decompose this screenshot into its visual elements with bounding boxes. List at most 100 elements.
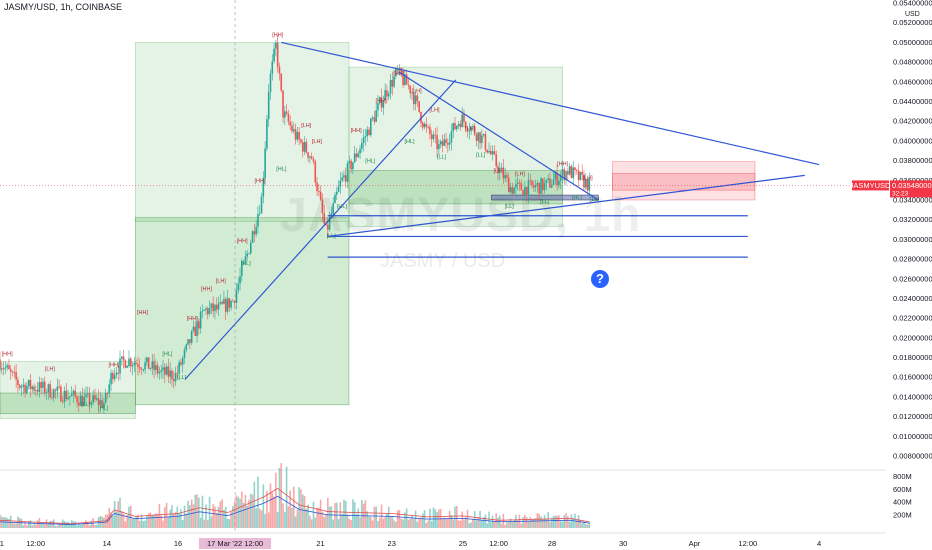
volume-bar	[576, 519, 578, 528]
candle-body	[106, 393, 109, 394]
volume-bar	[377, 520, 379, 528]
candle-body	[219, 302, 222, 304]
price-axis[interactable]: 0.05400000 0.05200000 0.05000000 0.04800000…	[0, 0, 932, 520]
price-tick: 0.02000000	[893, 333, 932, 342]
overlay-layer: 17 Mar '22 12:00	[199, 0, 272, 549]
volume-bar	[525, 517, 528, 528]
candle-body	[267, 92, 270, 120]
volume-bar	[545, 519, 548, 528]
volume-bar	[443, 517, 446, 528]
candle-body	[69, 396, 71, 398]
swing-label: [HL]	[276, 166, 287, 172]
trend-line[interactable]	[184, 79, 457, 380]
volume-bar	[314, 517, 317, 528]
swing-label: [LH]	[301, 123, 312, 129]
candle-body	[189, 339, 191, 344]
candle-body	[427, 126, 429, 128]
trendline-layer[interactable]	[184, 41, 820, 380]
candle-body	[314, 161, 317, 183]
time-tick: 12:00	[489, 539, 508, 548]
price-tick: 0.02200000	[893, 314, 932, 323]
candle-body	[348, 160, 351, 164]
candle-body	[104, 393, 107, 403]
candle-body	[464, 121, 467, 129]
volume-bar	[493, 521, 496, 528]
candle-body	[276, 42, 279, 67]
candle-body	[137, 363, 139, 367]
volume-bar	[344, 501, 347, 528]
volume-bar	[248, 499, 250, 528]
candle-body	[217, 303, 220, 310]
volume-bar	[153, 514, 155, 528]
volume-bar	[495, 513, 497, 528]
volume-bar	[373, 506, 376, 528]
candle-body	[389, 79, 392, 94]
candle-body	[531, 180, 533, 186]
candle-body	[164, 367, 166, 375]
volume-bar	[142, 521, 145, 528]
candle-body	[412, 92, 415, 105]
candle-body	[579, 171, 582, 180]
volume-bar	[156, 513, 159, 528]
trend-line[interactable]	[281, 41, 820, 166]
volume-bar	[481, 519, 483, 528]
currency-label: USD	[905, 11, 920, 18]
volume-bar	[95, 524, 98, 528]
candle-body	[285, 111, 288, 114]
volume-bar	[529, 517, 532, 528]
candle-body	[511, 187, 514, 194]
volume-bar	[67, 521, 69, 528]
candle-body	[493, 151, 496, 155]
candle-body	[129, 358, 132, 367]
candle-body	[149, 368, 152, 370]
volume-bar	[138, 521, 141, 528]
volume-bar	[318, 507, 320, 528]
volume-bar	[547, 512, 549, 528]
candle-body	[472, 126, 474, 128]
trend-line[interactable]	[327, 174, 805, 238]
volume-bar	[559, 520, 562, 528]
candle-body	[249, 242, 252, 254]
swing-label: [LL]	[81, 402, 91, 408]
candle-body	[337, 186, 340, 192]
volume-bar	[581, 523, 583, 528]
volume-bar	[267, 512, 270, 528]
volume-bar	[76, 525, 78, 528]
volume-bar	[36, 520, 39, 528]
swing-label: [LL]	[590, 197, 600, 203]
volume-bar	[567, 516, 569, 528]
volume-bar	[224, 506, 227, 528]
volume-bar	[429, 508, 431, 528]
candle-body	[518, 182, 521, 184]
swing-label-layer: [HH] [LH] [LL] [HL] [HH] [HH] [HL] [LL] [HH] [HH]…	[2, 33, 600, 412]
trend-line[interactable]	[398, 71, 599, 201]
volume-bar	[450, 514, 453, 528]
volume-bar	[113, 500, 116, 528]
question-circle-icon[interactable]: ?	[591, 270, 609, 288]
volume-bar	[328, 506, 331, 528]
candle-body	[180, 362, 182, 365]
volume-bar	[129, 505, 132, 528]
candle-body	[210, 303, 213, 308]
candle-body	[525, 186, 528, 196]
candle-body	[377, 103, 379, 111]
volume-bar	[103, 517, 105, 528]
candle-body	[395, 68, 397, 77]
candle-body	[515, 183, 517, 188]
price-tick: 0.05000000	[893, 38, 932, 47]
volume-bar	[230, 511, 232, 528]
candle-body	[269, 73, 272, 93]
candle-body	[468, 131, 471, 132]
swing-label: [LH]	[45, 366, 56, 372]
zone-green	[135, 42, 350, 222]
candle-body	[237, 283, 240, 291]
candle-body	[350, 160, 352, 170]
volume-bar	[164, 507, 166, 528]
volume-bar	[258, 508, 261, 528]
candle-body	[9, 369, 12, 372]
volume-bar	[165, 502, 168, 528]
candle-body	[294, 129, 297, 140]
candle-body	[301, 142, 304, 152]
